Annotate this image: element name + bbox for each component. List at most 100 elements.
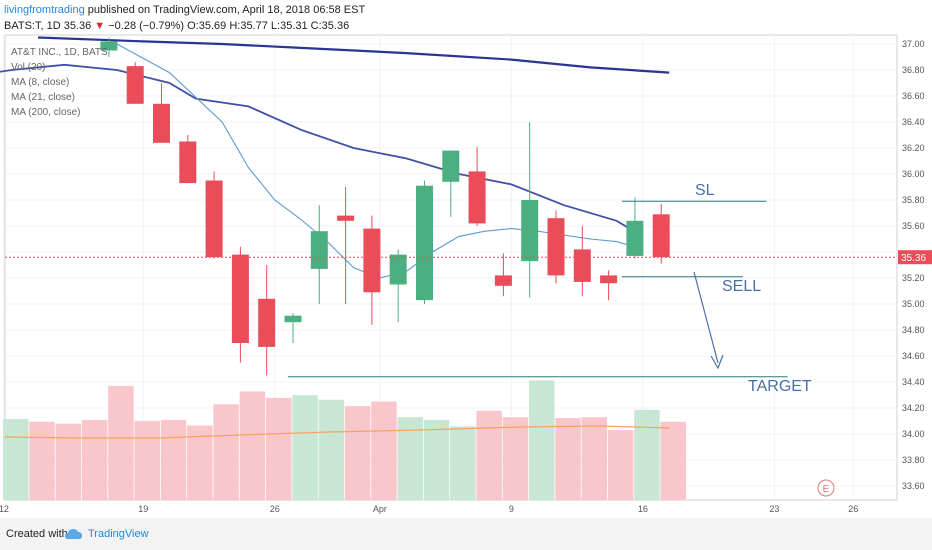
volume-bar <box>318 399 345 500</box>
symbol-line: BATS:T, 1D 35.36 <box>4 20 95 32</box>
y-tick-label: 33.80 <box>902 455 925 465</box>
candle-body[interactable] <box>652 214 670 258</box>
y-tick-label: 34.00 <box>902 429 925 439</box>
published-text: published on TradingView.com, April 18, … <box>84 4 366 16</box>
volume-bar <box>502 417 529 500</box>
volume-bar <box>371 401 397 500</box>
x-tick-label: 16 <box>638 504 648 514</box>
candle-body[interactable] <box>389 254 407 285</box>
chart-header: livingfromtrading published on TradingVi… <box>4 2 365 34</box>
volume-bar <box>292 395 318 500</box>
volume-bar <box>239 391 266 500</box>
volume-bar <box>450 426 476 500</box>
y-tick-label: 35.00 <box>902 299 925 309</box>
x-tick-label: 19 <box>138 504 148 514</box>
candle-body[interactable] <box>100 41 118 51</box>
y-tick-label: 36.00 <box>902 169 925 179</box>
y-tick-label: 33.60 <box>902 481 925 491</box>
y-tick-label: 36.20 <box>902 143 925 153</box>
earnings-marker-text: E <box>823 484 830 495</box>
x-tick-label: 12 <box>0 504 9 514</box>
earnings-marker-icon[interactable] <box>817 479 835 497</box>
change-down-icon: ▼ <box>94 20 106 32</box>
candle-body[interactable] <box>310 231 328 269</box>
volume-bar <box>607 430 634 500</box>
x-tick-label: 26 <box>270 504 280 514</box>
sl-label: SL <box>695 182 715 199</box>
indicator-legend: AT&T INC., 1D, BATS Vol (20) MA (8, clos… <box>11 45 108 120</box>
y-tick-label: 35.20 <box>902 273 925 283</box>
candle-body[interactable] <box>153 103 170 143</box>
candle-body[interactable] <box>521 200 539 262</box>
candle-body[interactable] <box>126 66 144 104</box>
last-price-tag <box>898 250 932 265</box>
volume-bar <box>3 419 29 500</box>
change-text: −0.28 (−0.79%) O:35.69 H:35.77 L:35.31 C… <box>105 20 350 32</box>
volume-ma-line <box>4 425 671 439</box>
volume-bar <box>160 419 187 500</box>
volume-bar <box>476 410 502 500</box>
volume-bar <box>660 421 686 500</box>
legend-vol[interactable]: Vol (20) <box>11 62 46 73</box>
volume-bar <box>634 409 660 500</box>
candle-body[interactable] <box>442 150 460 182</box>
ma200-line <box>37 36 670 74</box>
footer-bar: Created with TradingView <box>0 518 932 550</box>
author-link[interactable]: livingfromtrading <box>4 4 85 16</box>
volume-bar <box>108 385 134 500</box>
x-tick-label: Apr <box>373 504 387 514</box>
y-tick-label: 34.40 <box>902 377 925 387</box>
y-tick-label: 34.60 <box>902 351 925 361</box>
candle-body[interactable] <box>205 180 223 258</box>
candle-body[interactable] <box>494 275 512 286</box>
legend-ma8[interactable]: MA (8, close) <box>11 77 70 88</box>
tradingview-logo-icon[interactable] <box>64 527 84 541</box>
x-tick-label: 9 <box>509 504 514 514</box>
x-tick-label: 26 <box>848 504 858 514</box>
x-tick-label: 23 <box>769 504 779 514</box>
legend-ma200[interactable]: MA (200, close) <box>11 107 81 118</box>
y-tick-label: 34.20 <box>902 403 925 413</box>
candle-body[interactable] <box>337 215 355 221</box>
candle-body[interactable] <box>231 254 249 343</box>
created-with-text: Created with <box>6 528 68 540</box>
arrow-head-icon <box>710 354 724 370</box>
y-tick-label: 34.80 <box>902 325 925 335</box>
volume-bar <box>187 425 213 500</box>
volume-bar <box>29 421 55 500</box>
volume-bar <box>581 417 608 500</box>
candle-body[interactable] <box>600 275 618 284</box>
volume-bar <box>555 418 581 500</box>
legend-symbol[interactable]: AT&T INC., 1D, BATS <box>11 47 108 58</box>
candle-body[interactable] <box>573 249 591 282</box>
price-chart[interactable]: 35.36 37.00 36.80 36.60 36.40 36.20 36.00 35.80… <box>0 0 932 518</box>
legend-ma21[interactable]: MA (21, close) <box>11 92 75 103</box>
tradingview-brand-link[interactable]: TradingView <box>88 528 149 540</box>
sell-label: SELL <box>722 278 761 295</box>
volume-bar <box>213 404 239 500</box>
candle-body[interactable] <box>416 185 433 301</box>
arrow-line[interactable] <box>693 271 719 364</box>
y-tick-label: 36.80 <box>902 65 925 75</box>
y-tick-label: 35.60 <box>902 221 925 231</box>
y-tick-label: 36.60 <box>902 91 925 101</box>
y-tick-label: 36.40 <box>902 117 925 127</box>
volume-bar <box>134 420 160 500</box>
volume-bar <box>266 397 292 500</box>
candle-body[interactable] <box>179 141 197 184</box>
candle-body[interactable] <box>284 315 302 323</box>
last-price-label: 35.36 <box>901 253 926 264</box>
volume-bar <box>81 419 108 500</box>
candle-body[interactable] <box>468 171 486 224</box>
candle-body[interactable] <box>626 220 644 256</box>
candle-body[interactable] <box>363 228 381 293</box>
volume-bar <box>423 419 450 500</box>
candle-body[interactable] <box>547 218 565 276</box>
candle-body[interactable] <box>258 298 276 347</box>
volume-bar <box>529 380 555 500</box>
y-tick-label: 35.80 <box>902 195 925 205</box>
target-label: TARGET <box>748 378 812 395</box>
y-tick-label: 37.00 <box>902 39 925 49</box>
volume-bar <box>344 406 371 500</box>
ma21-line <box>0 63 644 238</box>
